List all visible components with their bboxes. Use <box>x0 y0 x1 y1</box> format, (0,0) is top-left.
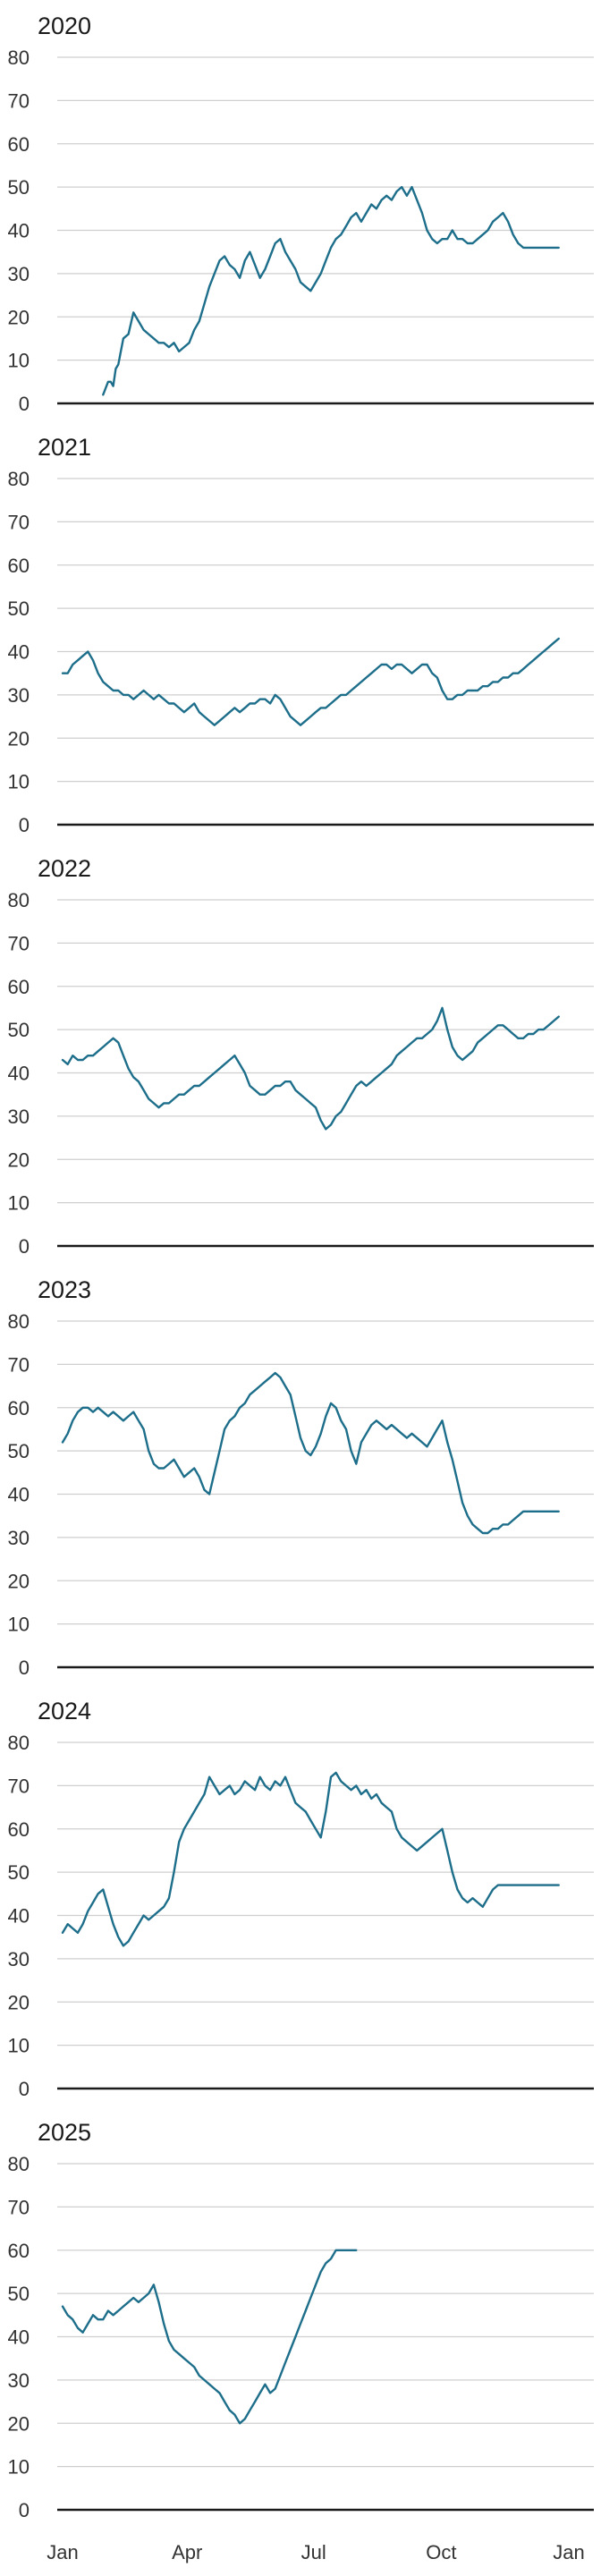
y-tick-label: 0 <box>19 1235 30 1258</box>
y-tick-label: 80 <box>8 47 30 69</box>
series-line-2025 <box>61 2249 358 2425</box>
y-tick-label: 50 <box>8 176 30 199</box>
y-tick-label: 60 <box>8 1818 30 1841</box>
y-tick-label: 50 <box>8 2283 30 2305</box>
x-tick-label: Oct <box>426 2541 456 2563</box>
panel-title: 2022 <box>38 855 91 882</box>
y-tick-label: 50 <box>8 597 30 620</box>
series-line-2023 <box>61 1371 560 1535</box>
y-tick-label: 20 <box>8 306 30 328</box>
y-tick-label: 70 <box>8 932 30 954</box>
x-tick-label: Jan <box>47 2541 78 2563</box>
panel-title: 2025 <box>38 2119 91 2146</box>
y-tick-label: 70 <box>8 1353 30 1376</box>
y-tick-label: 80 <box>8 889 30 911</box>
series-line-2022 <box>61 1006 560 1131</box>
y-tick-label: 50 <box>8 1019 30 1041</box>
x-tick-label: Jan <box>553 2541 584 2563</box>
y-tick-label: 80 <box>8 468 30 490</box>
y-tick-label: 10 <box>8 1614 30 1636</box>
x-tick-label: Jul <box>301 2541 326 2563</box>
y-tick-label: 10 <box>8 771 30 793</box>
y-tick-label: 50 <box>8 1440 30 1462</box>
y-tick-label: 10 <box>8 1192 30 1215</box>
panel-title: 2020 <box>38 13 91 39</box>
y-tick-label: 50 <box>8 1861 30 1884</box>
y-tick-label: 40 <box>8 641 30 664</box>
y-tick-label: 60 <box>8 555 30 577</box>
y-tick-label: 30 <box>8 684 30 707</box>
y-tick-label: 0 <box>19 814 30 836</box>
y-tick-label: 20 <box>8 727 30 750</box>
y-tick-label: 10 <box>8 350 30 372</box>
y-tick-label: 0 <box>19 2499 30 2521</box>
chart-panel-2020: 2020 0 10 20 30 40 50 60 70 80 <box>8 13 594 415</box>
chart-panel-2024: 2024 0 10 20 30 40 50 60 70 80 <box>8 1698 594 2100</box>
y-tick-label: 20 <box>8 1570 30 1592</box>
y-tick-label: 0 <box>19 393 30 415</box>
y-tick-label: 80 <box>8 2153 30 2175</box>
y-tick-label: 60 <box>8 2240 30 2262</box>
y-tick-label: 40 <box>8 2326 30 2349</box>
y-tick-label: 40 <box>8 1484 30 1506</box>
chart-panel-2023: 2023 0 10 20 30 40 50 60 70 80 <box>8 1276 594 1679</box>
chart-panel-2022: 2022 0 10 20 30 40 50 60 70 80 <box>8 855 594 1258</box>
panel-title: 2024 <box>38 1698 91 1724</box>
x-axis: Jan Apr Jul Oct Jan <box>47 2541 584 2563</box>
y-tick-label: 80 <box>8 1310 30 1333</box>
y-tick-label: 20 <box>8 2412 30 2435</box>
x-tick-label: Apr <box>172 2541 202 2563</box>
y-tick-label: 0 <box>19 2078 30 2100</box>
y-tick-label: 60 <box>8 1397 30 1419</box>
y-tick-label: 60 <box>8 976 30 998</box>
chart-panel-2025: 2025 0 10 20 30 40 50 60 70 80 <box>8 2119 594 2521</box>
y-tick-label: 40 <box>8 1905 30 1928</box>
series-line-2021 <box>61 637 560 726</box>
y-tick-label: 0 <box>19 1657 30 1679</box>
y-tick-label: 30 <box>8 263 30 285</box>
series-line-2024 <box>61 1771 560 1947</box>
series-line-2020 <box>102 185 560 396</box>
y-tick-label: 30 <box>8 2369 30 2392</box>
y-tick-label: 70 <box>8 89 30 112</box>
y-tick-label: 70 <box>8 511 30 533</box>
y-tick-label: 80 <box>8 1732 30 1754</box>
y-tick-label: 30 <box>8 1948 30 1970</box>
y-tick-label: 70 <box>8 1775 30 1797</box>
y-tick-label: 60 <box>8 133 30 156</box>
y-tick-label: 10 <box>8 2035 30 2057</box>
y-tick-label: 30 <box>8 1106 30 1128</box>
y-tick-label: 20 <box>8 1148 30 1171</box>
y-tick-label: 40 <box>8 220 30 242</box>
panel-title: 2023 <box>38 1276 91 1303</box>
y-tick-label: 40 <box>8 1063 30 1085</box>
panel-title: 2021 <box>38 434 91 461</box>
y-tick-label: 30 <box>8 1527 30 1549</box>
chart-panel-2021: 2021 0 10 20 30 40 50 60 70 80 <box>8 434 594 836</box>
y-tick-label: 70 <box>8 2196 30 2218</box>
y-tick-label: 20 <box>8 1991 30 2013</box>
y-tick-label: 10 <box>8 2456 30 2479</box>
